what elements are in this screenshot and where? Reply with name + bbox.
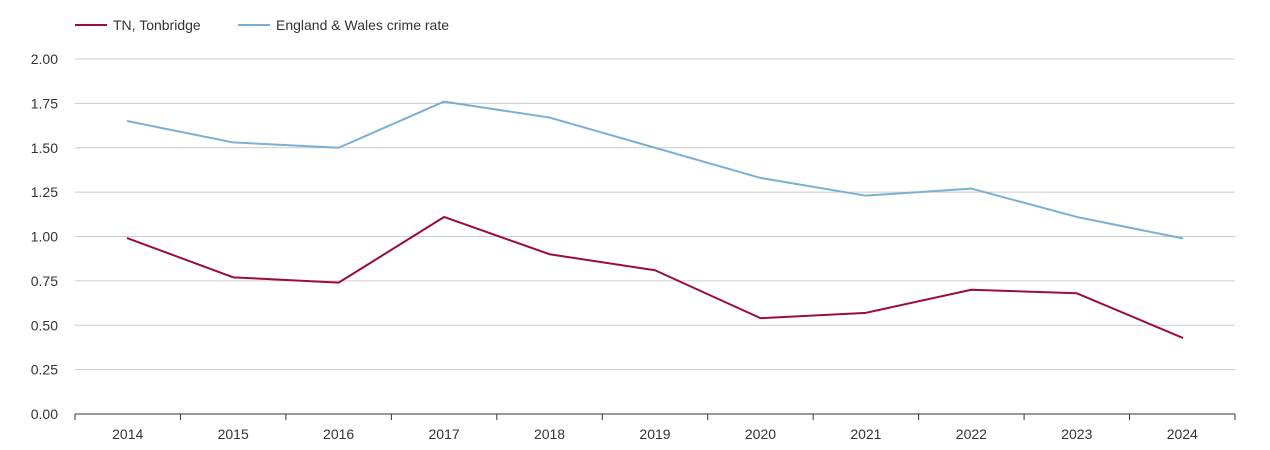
- y-tick-label: 1.00: [31, 229, 58, 245]
- x-tick-label: 2014: [112, 426, 143, 442]
- y-tick-label: 1.50: [31, 140, 58, 156]
- data-point[interactable]: [230, 139, 236, 145]
- data-point[interactable]: [125, 235, 131, 241]
- data-point[interactable]: [336, 280, 342, 286]
- data-point[interactable]: [968, 186, 974, 192]
- y-tick-label: 1.25: [31, 184, 58, 200]
- data-point[interactable]: [757, 315, 763, 321]
- x-tick-label: 2021: [850, 426, 881, 442]
- data-point[interactable]: [230, 274, 236, 280]
- x-tick-label: 2023: [1061, 426, 1092, 442]
- data-point[interactable]: [441, 99, 447, 105]
- data-point[interactable]: [125, 118, 131, 124]
- legend-item-england-wales[interactable]: England & Wales crime rate: [238, 17, 449, 33]
- x-tick-label: 2016: [323, 426, 354, 442]
- x-tick-label: 2020: [745, 426, 776, 442]
- series-tn-tonbridge: [125, 214, 1185, 341]
- data-point[interactable]: [1179, 335, 1185, 341]
- data-point[interactable]: [863, 193, 869, 199]
- x-tick-label: 2024: [1167, 426, 1198, 442]
- series-line[interactable]: [126, 215, 1184, 339]
- data-point[interactable]: [547, 115, 553, 121]
- data-point[interactable]: [1074, 214, 1080, 220]
- data-point[interactable]: [336, 145, 342, 151]
- legend-label-england-wales: England & Wales crime rate: [276, 17, 449, 33]
- x-tick-label: 2017: [429, 426, 460, 442]
- series-england-wales: [125, 99, 1185, 241]
- data-point[interactable]: [441, 214, 447, 220]
- data-point[interactable]: [1074, 290, 1080, 296]
- data-point[interactable]: [652, 267, 658, 273]
- y-tick-label: 0.50: [31, 317, 58, 333]
- x-tick-label: 2018: [534, 426, 565, 442]
- x-tick-label: 2022: [956, 426, 987, 442]
- y-tick-label: 0.75: [31, 273, 58, 289]
- x-axis-ticks: 2014 2015 2016 2017 2018 2019 2020 2021 2022 2023…: [74, 414, 1236, 442]
- series-group: [125, 99, 1185, 341]
- data-point[interactable]: [652, 145, 658, 151]
- legend-label-tn-tonbridge: TN, Tonbridge: [113, 17, 201, 33]
- data-point[interactable]: [757, 175, 763, 181]
- data-point[interactable]: [968, 287, 974, 293]
- grid: [75, 58, 1235, 371]
- y-tick-label: 0.00: [31, 406, 58, 422]
- y-axis-ticks: 0.00 0.25 0.50 0.75 1.00 1.25 1.50 1.75 2.00: [31, 51, 58, 422]
- legend: TN, Tonbridge England & Wales crime rate: [75, 17, 449, 33]
- data-point[interactable]: [1179, 235, 1185, 241]
- y-tick-label: 0.25: [31, 362, 58, 378]
- legend-item-tn-tonbridge[interactable]: TN, Tonbridge: [75, 17, 201, 33]
- y-tick-label: 2.00: [31, 51, 58, 67]
- data-point[interactable]: [547, 251, 553, 257]
- data-point[interactable]: [863, 310, 869, 316]
- series-line[interactable]: [126, 100, 1184, 240]
- x-tick-label: 2019: [639, 426, 670, 442]
- y-tick-label: 1.75: [31, 95, 58, 111]
- x-tick-label: 2015: [218, 426, 249, 442]
